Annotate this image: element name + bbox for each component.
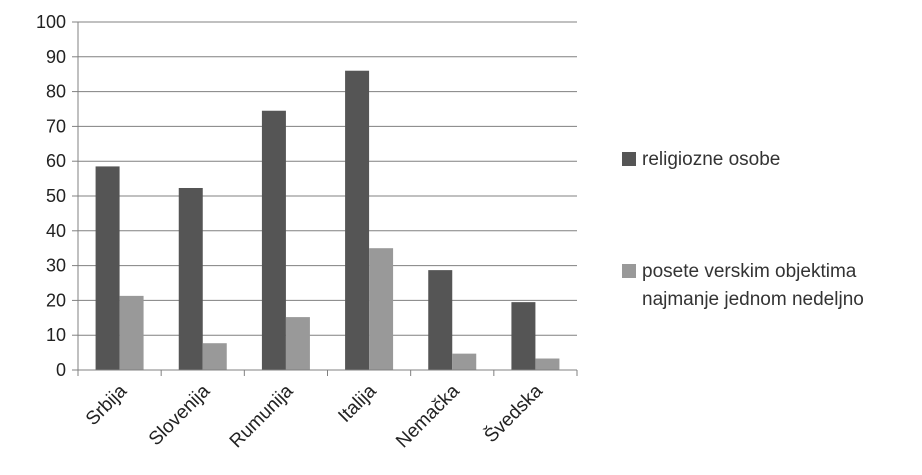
x-tick-label: Švedska bbox=[480, 380, 547, 447]
x-axis-labels: Srbija Slovenija Rumunija Italija Nemačka Šve… bbox=[82, 380, 547, 453]
legend-item-religiozne-osobe: religiozne osobe bbox=[622, 146, 780, 174]
bar-chart: 0 10 20 30 40 50 60 70 80 90 100 Srbija Slovenija Ru… bbox=[36, 12, 578, 453]
y-tick-label: 30 bbox=[46, 256, 66, 276]
x-tick-label: Slovenija bbox=[145, 380, 215, 450]
x-tick-label: Rumunija bbox=[226, 380, 298, 452]
bar-posete-italija bbox=[369, 248, 394, 370]
y-tick-label: 100 bbox=[36, 12, 66, 32]
x-tick-label: Italija bbox=[334, 380, 381, 427]
axes bbox=[77, 22, 578, 376]
y-tick-label: 40 bbox=[46, 221, 66, 241]
y-tick-label: 0 bbox=[56, 360, 66, 380]
bar-posete-srbija bbox=[119, 295, 144, 370]
bar-posete-nemačka bbox=[452, 353, 477, 370]
bar-posete-slovenija bbox=[202, 343, 227, 370]
legend-swatch-posete bbox=[622, 264, 636, 278]
bar-religiozne-osobe-slovenija bbox=[178, 187, 203, 370]
bar-religiozne-osobe-nemačka bbox=[428, 270, 453, 370]
bar-religiozne-osobe-švedska bbox=[511, 302, 536, 370]
y-tick-label: 90 bbox=[46, 47, 66, 67]
y-tick-label: 50 bbox=[46, 186, 66, 206]
y-tick-label: 80 bbox=[46, 82, 66, 102]
bar-religiozne-osobe-rumunija bbox=[261, 110, 286, 371]
legend-item-posete: posete verskim objektima najmanje jednom… bbox=[622, 258, 912, 314]
bar-posete-švedska bbox=[535, 358, 560, 370]
y-axis-ticks: 0 10 20 30 40 50 60 70 80 90 100 bbox=[36, 12, 78, 380]
bar-religiozne-osobe-italija bbox=[345, 70, 370, 370]
legend-swatch-religiozne-osobe bbox=[622, 152, 636, 166]
x-tick-label: Nemačka bbox=[392, 380, 464, 452]
bar-posete-rumunija bbox=[285, 317, 310, 370]
bars bbox=[95, 70, 560, 371]
y-tick-label: 60 bbox=[46, 151, 66, 171]
legend-label: religiozne osobe bbox=[642, 149, 781, 170]
legend-label: posete verskim objektima najmanje jednom… bbox=[642, 261, 864, 310]
gridlines bbox=[78, 21, 577, 336]
y-tick-label: 70 bbox=[46, 116, 66, 136]
x-tick-label: Srbija bbox=[82, 380, 132, 430]
bar-religiozne-osobe-srbija bbox=[95, 166, 120, 370]
y-tick-label: 10 bbox=[46, 325, 66, 345]
y-tick-label: 20 bbox=[46, 290, 66, 310]
